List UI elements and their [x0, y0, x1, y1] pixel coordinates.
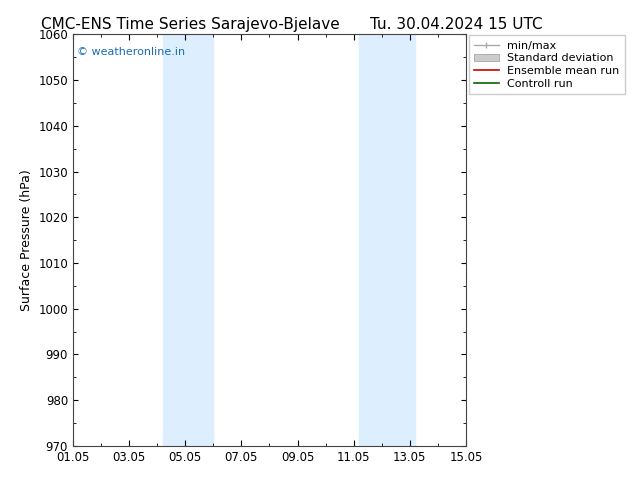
Text: CMC-ENS Time Series Sarajevo-Bjelave: CMC-ENS Time Series Sarajevo-Bjelave [41, 17, 340, 32]
Y-axis label: Surface Pressure (hPa): Surface Pressure (hPa) [20, 169, 33, 311]
Text: © weatheronline.in: © weatheronline.in [77, 47, 185, 57]
Bar [359, 34, 415, 446]
Bar [163, 34, 213, 446]
Legend: min/max, Standard deviation, Ensemble mean run, Controll run: min/max, Standard deviation, Ensemble me… [469, 35, 625, 95]
Text: Tu. 30.04.2024 15 UTC: Tu. 30.04.2024 15 UTC [370, 17, 543, 32]
